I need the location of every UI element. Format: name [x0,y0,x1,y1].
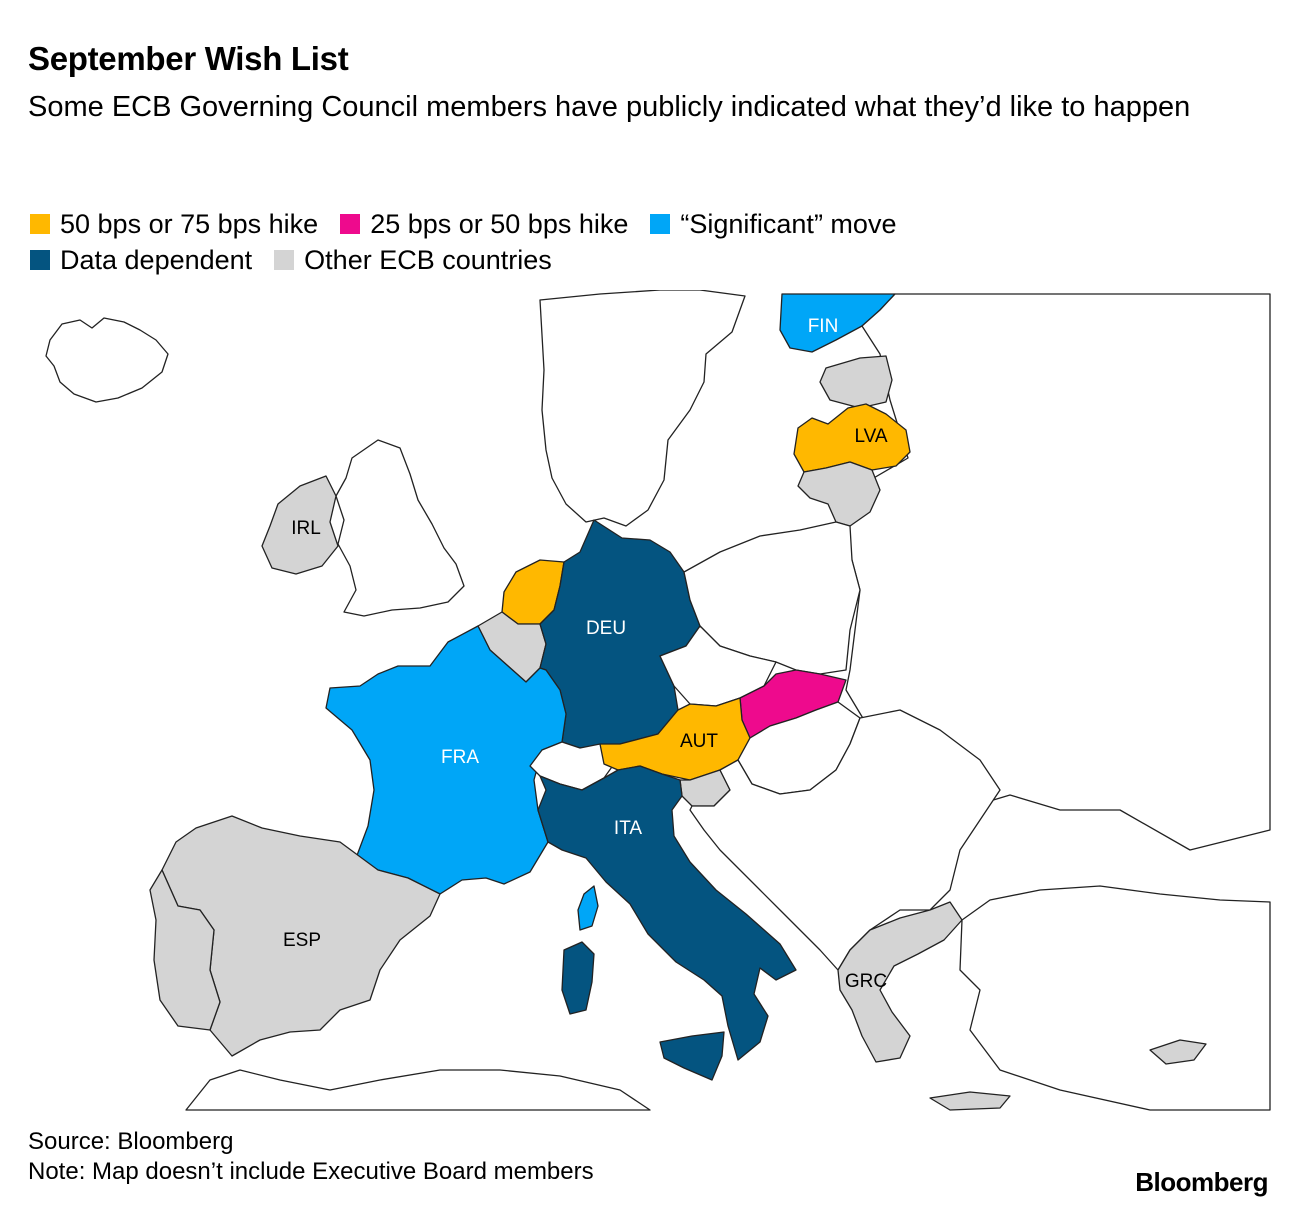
legend-row-2: Data dependent Other ECB countries [30,242,918,278]
label-fra: FRA [441,747,479,768]
source-note: Source: Bloomberg [28,1128,234,1155]
legend-label-significant: “Significant” move [680,208,897,239]
chart-subtitle: Some ECB Governing Council members have … [28,91,1191,123]
country-cyp [1149,1039,1207,1065]
legend-label-hike-large: 50 bps or 75 bps hike [60,208,319,239]
country-irl [261,475,339,575]
legend-swatch-significant [650,214,671,234]
label-esp: ESP [283,930,321,951]
country-gbr [335,439,465,617]
country-prt [149,869,221,1031]
footer: Source: Bloomberg Note: Map doesn’t incl… [28,1127,594,1187]
label-irl: IRL [291,518,321,539]
label-aut: AUT [680,731,718,752]
bloomberg-logo: Bloomberg [1135,1167,1268,1197]
country-ltu [797,461,881,527]
legend-swatch-hike-small [340,214,361,234]
country-lva [793,403,911,473]
legend-swatch-other-ecb [274,250,295,270]
country-isl [45,317,169,403]
chart-title: September Wish List [28,40,349,77]
legend-item-hike-small: 25 bps or 50 bps hike [340,209,628,240]
europe-map-svg: FIN LVA IRL DEU FRA AUT ITA ESP GRC [45,290,1271,1111]
country-scandinavia [539,290,746,527]
country-fra-corsica [577,885,599,931]
country-fra [325,625,567,895]
legend-row-1: 50 bps or 75 bps hike 25 bps or 50 bps h… [30,206,918,242]
country-grc-crete [929,1091,1011,1111]
legend-swatch-hike-large [30,214,50,234]
legend-item-data-dependent: Data dependent [30,245,252,276]
footnote: Note: Map doesn’t include Executive Boar… [28,1158,594,1185]
legend-label-other-ecb: Other ECB countries [304,244,552,275]
label-deu: DEU [586,618,626,639]
europe-map: FIN LVA IRL DEU FRA AUT ITA ESP GRC [0,290,1296,1116]
label-fin: FIN [808,316,839,337]
legend-item-hike-large: 50 bps or 75 bps hike [30,209,318,240]
legend: 50 bps or 75 bps hike 25 bps or 50 bps h… [30,206,918,278]
country-ita [537,765,797,1061]
country-balkans [689,709,1001,971]
country-ita-sicily [659,1031,725,1081]
label-grc: GRC [845,971,887,992]
country-north-africa [185,1069,651,1111]
label-lva: LVA [854,426,887,447]
country-ita-sardinia [561,941,595,1015]
countries-layer [45,290,1271,1111]
country-est [819,355,893,409]
legend-label-hike-small: 25 bps or 50 bps hike [370,208,629,239]
legend-item-significant: “Significant” move [650,209,896,240]
country-grc [837,901,963,1063]
country-tur [959,885,1271,1111]
legend-swatch-data-dependent [30,250,50,270]
legend-item-other-ecb: Other ECB countries [274,245,552,276]
country-cze [659,625,777,707]
legend-label-data-dependent: Data dependent [60,244,253,275]
country-labels: FIN LVA IRL DEU FRA AUT ITA ESP GRC [283,316,888,992]
label-ita: ITA [614,818,642,839]
